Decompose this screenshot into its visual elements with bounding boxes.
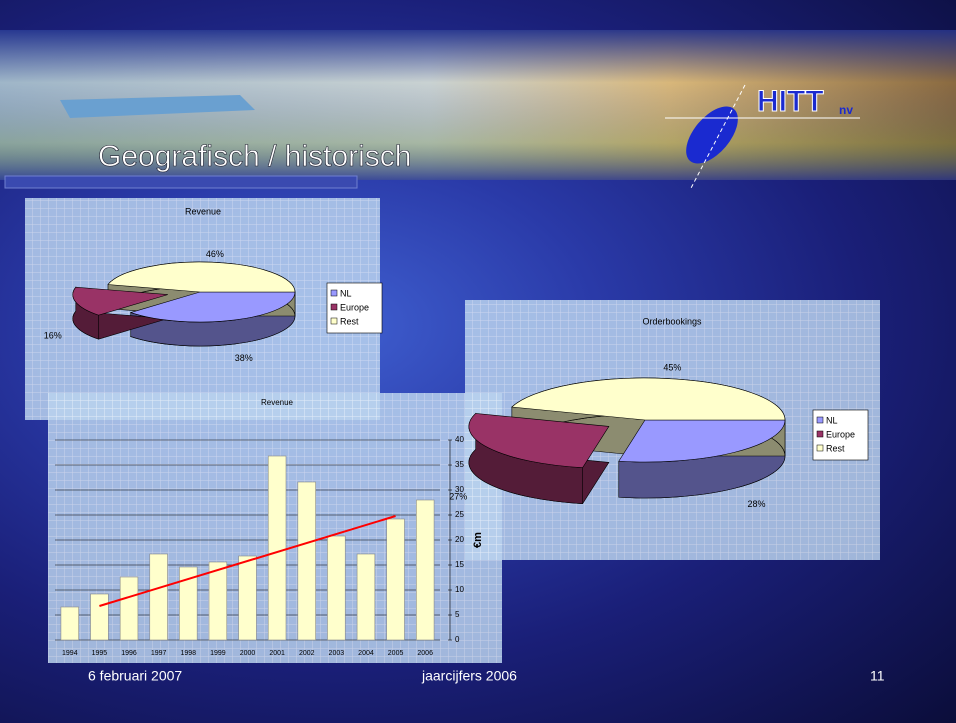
bar [416,499,435,641]
legend-swatch [816,416,824,424]
y-axis-label: €m [472,532,484,548]
x-tick-label: 2005 [388,650,404,657]
y-tick-label: 30 [455,485,464,494]
data-label: 28% [748,499,766,509]
pie-slice [511,377,786,421]
x-tick-label: 1999 [210,650,226,657]
data-label: 46% [206,249,224,259]
plane [60,95,255,118]
chart-title: Revenue [261,398,294,407]
bar [149,553,168,641]
logo-mark [686,106,738,164]
data-label: 16% [44,330,62,340]
bar [356,553,376,641]
bar [119,576,139,641]
y-tick-label: 40 [455,435,464,444]
y-tick-label: 35 [455,460,464,469]
legend-swatch [330,289,338,297]
chart-title: Orderbookings [642,316,702,326]
footer-date: 6 februari 2007 [88,668,182,684]
data-label: 38% [235,353,253,363]
legend-label: Rest [826,443,845,453]
footer-center: jaarcijfers 2006 [421,668,517,684]
legend-label: NL [826,415,838,425]
page-number: 11 [870,668,885,684]
x-tick-label: 1995 [92,650,108,657]
legend-label: Rest [340,316,359,326]
chart-title: Revenue [185,206,221,216]
trend-line [99,515,396,607]
bar [267,455,287,641]
bar [327,535,346,641]
logo-suffix: nv [839,103,853,117]
title-bar [4,175,358,189]
y-tick-label: 5 [455,610,460,619]
x-tick-label: 2003 [329,650,345,657]
x-tick-label: 2004 [358,650,374,657]
x-tick-label: 1998 [180,650,196,657]
pie-slice [129,291,296,323]
bar [386,518,405,641]
x-tick-label: 1994 [62,650,78,657]
legend-swatch [816,444,824,452]
x-tick-label: 2006 [417,650,433,657]
data-label: 27% [449,492,467,502]
y-tick-label: 10 [455,585,464,594]
legend-label: Europe [340,302,369,312]
logo-line [689,84,746,191]
x-tick-label: 2001 [269,650,285,657]
pie-slice [468,413,610,468]
pie-slice [618,419,786,463]
y-tick-label: 15 [455,560,464,569]
y-tick-label: 25 [455,510,464,519]
logo: HITT nv [665,84,860,191]
bar [238,555,257,641]
legend-label: NL [340,288,352,298]
pie-slice [107,261,296,293]
bar [179,566,198,641]
x-tick-label: 1997 [151,650,167,657]
bar [297,481,316,641]
bar [90,593,109,641]
y-tick-label: 20 [455,535,464,544]
x-tick-label: 2002 [299,650,315,657]
data-label: 45% [663,363,681,373]
bar [60,606,79,641]
legend-swatch [330,317,338,325]
legend-label: Europe [826,429,855,439]
legend-swatch [816,430,824,438]
x-tick-label: 1996 [121,650,137,657]
logo-text: HITT [757,85,824,118]
pie-slice [72,286,168,316]
x-tick-label: 2000 [240,650,256,657]
bar [208,561,228,641]
slide-title: Geografisch / historisch [98,140,411,173]
legend-swatch [330,303,338,311]
y-tick-label: 0 [455,635,460,644]
